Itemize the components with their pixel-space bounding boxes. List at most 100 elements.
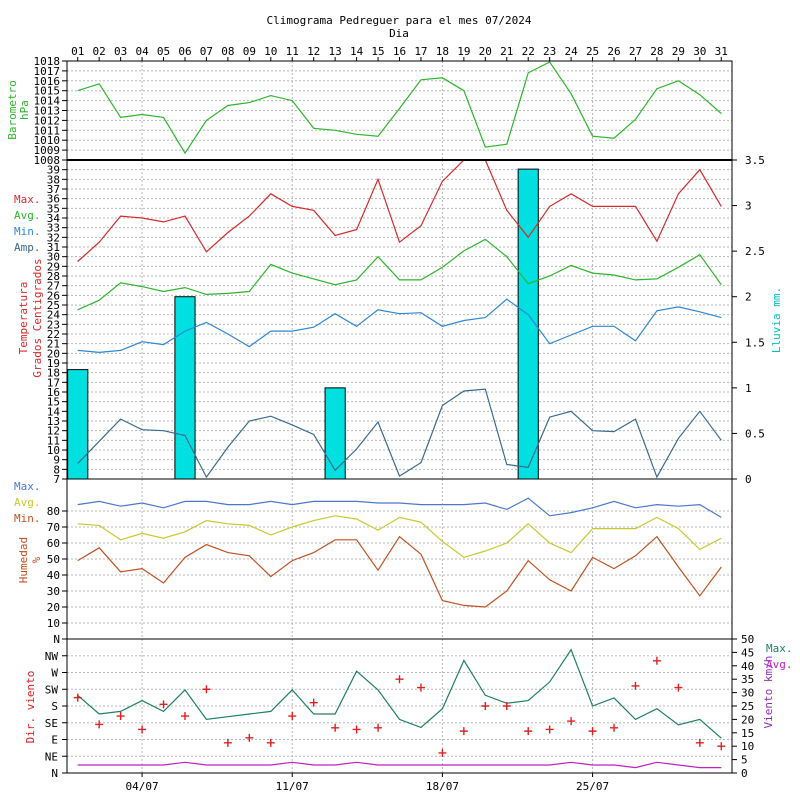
temp-legend-item: Avg. [14,209,41,222]
temp-tick-label: 11 [47,434,60,447]
hum-tick-label: 70 [47,521,60,534]
grid-layer [67,60,732,773]
hum-legend-item: Min. [14,512,41,525]
rain-bar [324,387,346,480]
rain-tick-label: 3 [745,200,752,213]
hum-tick-label: 40 [47,569,60,582]
wind-dir-marker [588,727,597,736]
date-label: 11/07 [276,780,309,793]
temp-tick-label: 12 [47,425,60,438]
wind-dir-marker [95,720,104,729]
rain-tick-label: 1.5 [745,336,765,349]
baro-tick-label: 1017 [34,65,61,78]
hum-tick-label: 30 [47,585,60,598]
day-label: 21 [500,45,513,58]
day-label: 30 [693,45,706,58]
wind-dir-marker [567,717,576,726]
wind-dir-tick-label: SE [45,717,58,730]
wind-dir-marker [524,727,533,736]
temp-legend-item: Min. [14,225,41,238]
wind-speed-tick-label: 5 [741,754,748,767]
rain-tick-label: 1 [745,382,752,395]
temp-tick-label: 22 [47,328,60,341]
day-label: 01 [71,45,84,58]
hum-tick-label: N [53,633,60,646]
wind-dir-marker [545,725,554,734]
wind-dir-marker [416,683,425,692]
temp-tick-label: 28 [47,270,60,283]
frame-layer [62,57,737,777]
wind-speed-tick-label: 10 [741,740,754,753]
temp-tick-label: 29 [47,260,60,273]
wind-legend-avg: Avg. [766,658,793,671]
temp-ylabel-unit: Grados Centigrados [31,258,44,377]
day-label: 23 [543,45,556,58]
temp-tick-label: 26 [47,289,60,302]
day-label: 14 [350,45,364,58]
wind-speed-tick-label: 40 [741,660,754,673]
wind-dir-marker [138,725,147,734]
day-label: 07 [200,45,213,58]
rain-tick-label: 0 [745,473,752,486]
wind-dir-marker [331,723,340,732]
hum-tick-label: 10 [47,617,60,630]
plot-frame [66,60,733,774]
baro-tick-label: 1014 [34,95,61,108]
wind-dir-tick-label: NE [45,750,58,763]
wind-dir-marker [674,683,683,692]
wind-dir-marker [695,738,704,747]
day-label: 24 [564,45,578,58]
wind-dir-ylabel: Dir. viento [24,671,37,744]
day-label: 29 [672,45,685,58]
rain-bars-layer [67,168,539,480]
hum-tick-label: 50 [47,553,60,566]
wind-speed-tick-label: 0 [741,767,748,780]
day-label: 02 [93,45,106,58]
baro-tick-label: 1011 [34,124,61,137]
date-label: 18/07 [426,780,459,793]
baro-tick-label: 1009 [34,144,61,157]
wind-dir-marker [717,742,726,751]
day-label: 13 [329,45,342,58]
wind-dir-marker [73,693,82,702]
day-label: 27 [629,45,642,58]
day-label: 22 [522,45,535,58]
day-label: 08 [221,45,234,58]
rain-tick-label: 2.5 [745,245,765,258]
baro-tick-label: 1010 [34,134,61,147]
wind-dir-marker [159,700,168,709]
hum-legend-item: Max. [14,480,41,493]
hum-tick-label: 20 [47,601,60,614]
wind-dir-marker [481,702,490,710]
hum-avg-line [77,515,722,559]
temp-tick-label: 7 [53,473,60,486]
wind-dir-tick-label: W [51,667,58,680]
wind-dir-tick-label: N [51,767,58,780]
temp-tick-label: 19 [47,357,60,370]
wind-dir-marker [352,725,361,734]
wind-speed-tick-label: 20 [741,713,754,726]
baro-tick-label: 1012 [34,114,61,127]
rain-ylabel: Lluvia mm. [770,287,783,353]
wind-dir-tick-label: S [51,700,58,713]
temp-tick-label: 33 [47,222,60,235]
day-label: 04 [135,45,149,58]
wind-dir-marker [116,712,125,721]
temp-tick-label: 37 [47,183,60,196]
temp-amp-line [77,388,722,479]
wind-legend-max: Max. [766,642,793,655]
wind-speed-tick-label: 25 [741,700,754,713]
wind-speed-tick-label: 35 [741,673,754,686]
day-label: 25 [586,45,599,58]
wind-speed-tick-label: 30 [741,687,754,700]
temp-tick-label: 13 [47,415,60,428]
temp-tick-label: 18 [47,367,60,380]
temp-tick-label: 30 [47,251,60,264]
day-label: 31 [715,45,728,58]
day-label: 26 [607,45,620,58]
chart-title: Climograma Pedreguer para el mes 07/2024 [267,14,532,27]
wind-dir-marker [631,681,640,690]
date-label: 04/07 [126,780,159,793]
temp-tick-label: 23 [47,318,60,331]
